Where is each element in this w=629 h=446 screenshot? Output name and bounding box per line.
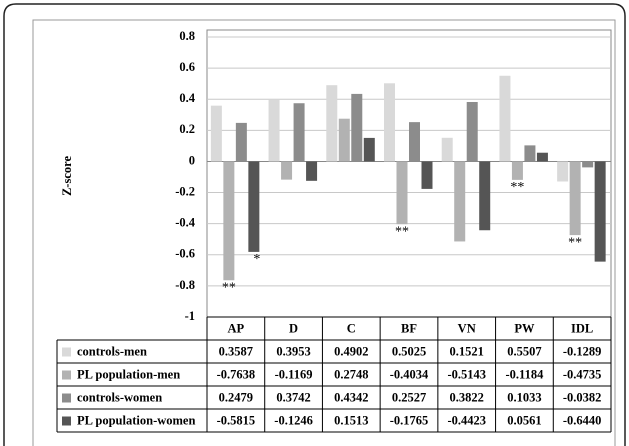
bar (281, 161, 293, 180)
bar (441, 137, 453, 162)
x-tick-label: AP (228, 321, 245, 335)
table-value: -0.1289 (563, 344, 602, 358)
bar (235, 122, 247, 162)
table-value: -0.7638 (217, 367, 256, 381)
y-tick-label: -0.8 (175, 278, 195, 292)
table-value: -0.4735 (563, 367, 602, 381)
table-value: 0.3822 (450, 390, 484, 404)
table-value: -0.1184 (505, 367, 544, 381)
legend-swatch (62, 393, 71, 403)
legend-swatch (62, 347, 71, 357)
legend-label: PL population-women (77, 413, 195, 427)
y-tick-label: -0.6 (175, 247, 195, 261)
table-value: -0.4034 (390, 367, 429, 381)
x-tick-label: IDL (571, 321, 593, 335)
annotation: ** (395, 224, 409, 239)
bar (421, 161, 433, 189)
bar (396, 161, 408, 225)
bar (499, 75, 511, 162)
table-value: 0.5507 (507, 344, 541, 358)
bar (363, 137, 375, 162)
table-value: -0.1169 (275, 367, 313, 381)
bar (351, 93, 363, 162)
legend-swatch (62, 416, 71, 426)
chart-frame (32, 19, 616, 446)
bar (384, 83, 395, 162)
bar (582, 161, 594, 168)
bar (536, 152, 548, 162)
annotation: ** (222, 280, 236, 295)
table-value: 0.0561 (507, 413, 541, 427)
y-tick-label: 0.4 (179, 91, 195, 105)
bar (306, 161, 318, 181)
table-value: 0.4342 (334, 390, 368, 404)
table-value: -0.1765 (390, 413, 429, 427)
x-tick-label: C (347, 321, 356, 335)
table-value: 0.1033 (507, 390, 541, 404)
table-value: -0.5815 (217, 413, 256, 427)
table-value: 0.1513 (334, 413, 368, 427)
bar (248, 161, 260, 252)
table-value: 0.2479 (219, 390, 253, 404)
bar (210, 105, 222, 162)
y-tick-label: 0.2 (179, 122, 195, 136)
legend-label: PL population-men (77, 367, 180, 381)
outer-frame (3, 3, 626, 446)
x-tick-label: PW (514, 321, 535, 335)
legend-swatch (62, 370, 71, 380)
bar (293, 103, 305, 162)
x-tick-label: BF (401, 321, 417, 335)
y-tick-label: 0.8 (179, 29, 195, 43)
bar (466, 101, 478, 162)
bar (479, 161, 491, 231)
table-value: 0.2748 (334, 367, 368, 381)
bar (569, 161, 581, 236)
bar (326, 85, 338, 162)
y-tick-label: -1 (185, 309, 195, 323)
table-value: 0.4902 (334, 344, 368, 358)
table-value: 0.1521 (450, 344, 484, 358)
annotation: * (253, 252, 260, 267)
table-value: -0.5143 (447, 367, 486, 381)
table-value: -0.6440 (563, 413, 602, 427)
bar (524, 145, 536, 162)
table-value: -0.1246 (274, 413, 313, 427)
y-axis-label: Z-score (60, 156, 74, 196)
plot-area (206, 29, 612, 318)
bar (511, 161, 523, 180)
bar (409, 122, 420, 162)
bar (338, 118, 350, 162)
table-value: 0.3742 (276, 390, 310, 404)
y-tick-label: -0.4 (175, 216, 196, 230)
table-value: 0.3587 (219, 344, 253, 358)
y-tick-label: 0 (189, 153, 195, 167)
legend-label: controls-men (77, 344, 147, 358)
bar (223, 161, 235, 281)
bar (594, 161, 606, 262)
annotation: ** (510, 180, 524, 195)
bar (268, 99, 280, 162)
table-value: 0.3953 (276, 344, 310, 358)
y-tick-label: -0.2 (175, 184, 195, 198)
bar (557, 161, 569, 182)
annotation: ** (568, 235, 582, 250)
x-tick-label: D (289, 321, 298, 335)
table-value: -0.0382 (563, 390, 602, 404)
table-value: -0.4423 (447, 413, 486, 427)
table-value: 0.2527 (392, 390, 426, 404)
legend-label: controls-women (77, 390, 162, 404)
y-tick-label: 0.6 (179, 60, 195, 74)
bar (454, 161, 466, 242)
x-tick-label: VN (458, 321, 476, 335)
table-value: 0.5025 (392, 344, 426, 358)
